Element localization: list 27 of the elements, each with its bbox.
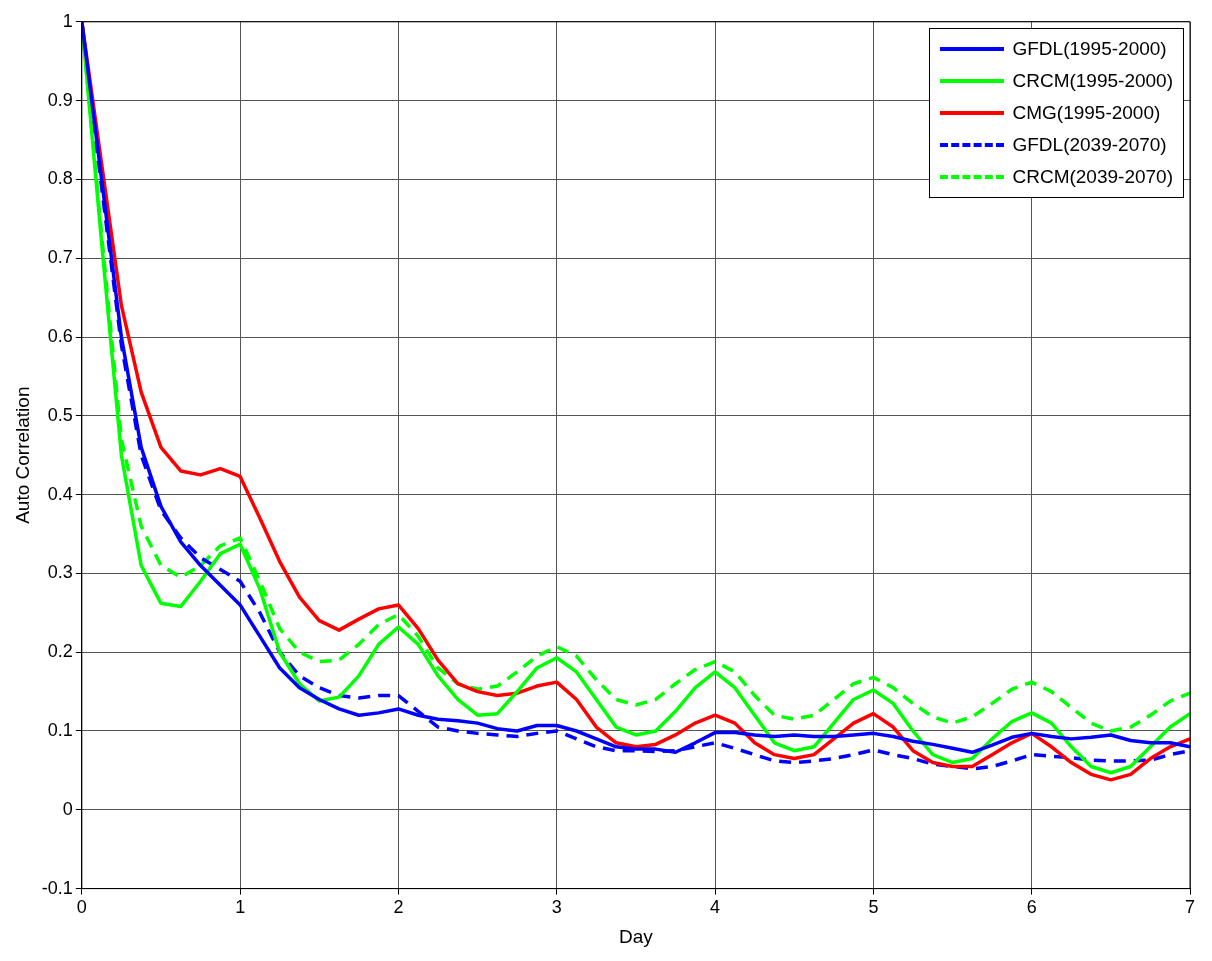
y-tick-label: 0.2: [47, 641, 73, 662]
legend-label: CMG(1995-2000): [1012, 101, 1161, 124]
x-tick-label: 4: [710, 897, 721, 918]
legend-label: GFDL(2039-2070): [1012, 133, 1167, 156]
y-tick-label: 0.7: [47, 247, 73, 268]
y-tick-label: 0.9: [47, 89, 73, 110]
x-tick-label: 6: [1026, 897, 1037, 918]
y-tick-label: 0: [62, 798, 73, 819]
legend-label: CRCM(2039-2070): [1012, 165, 1173, 188]
x-tick-label: 7: [1184, 897, 1196, 918]
y-tick-label: -0.1: [41, 877, 73, 898]
x-axis-title: Day: [619, 925, 654, 947]
y-tick-label: 0.8: [47, 168, 73, 189]
y-axis-title: Auto Correlation: [11, 386, 33, 524]
x-tick-label: 1: [235, 897, 246, 918]
x-tick-label: 3: [551, 897, 562, 918]
y-tick-label: 0.4: [47, 483, 73, 504]
x-tick-label: 2: [393, 897, 404, 918]
x-tick-label: 0: [76, 897, 87, 918]
x-tick-label: 5: [868, 897, 879, 918]
y-tick-label: 0.5: [47, 404, 73, 425]
y-tick-label: 0.1: [47, 719, 73, 740]
y-tick-label: 0.3: [47, 562, 73, 583]
legend-label: CRCM(1995-2000): [1012, 69, 1173, 92]
y-tick-label: 0.6: [47, 325, 73, 346]
y-tick-label: 1: [62, 10, 73, 31]
legend-label: GFDL(1995-2000): [1012, 37, 1167, 60]
